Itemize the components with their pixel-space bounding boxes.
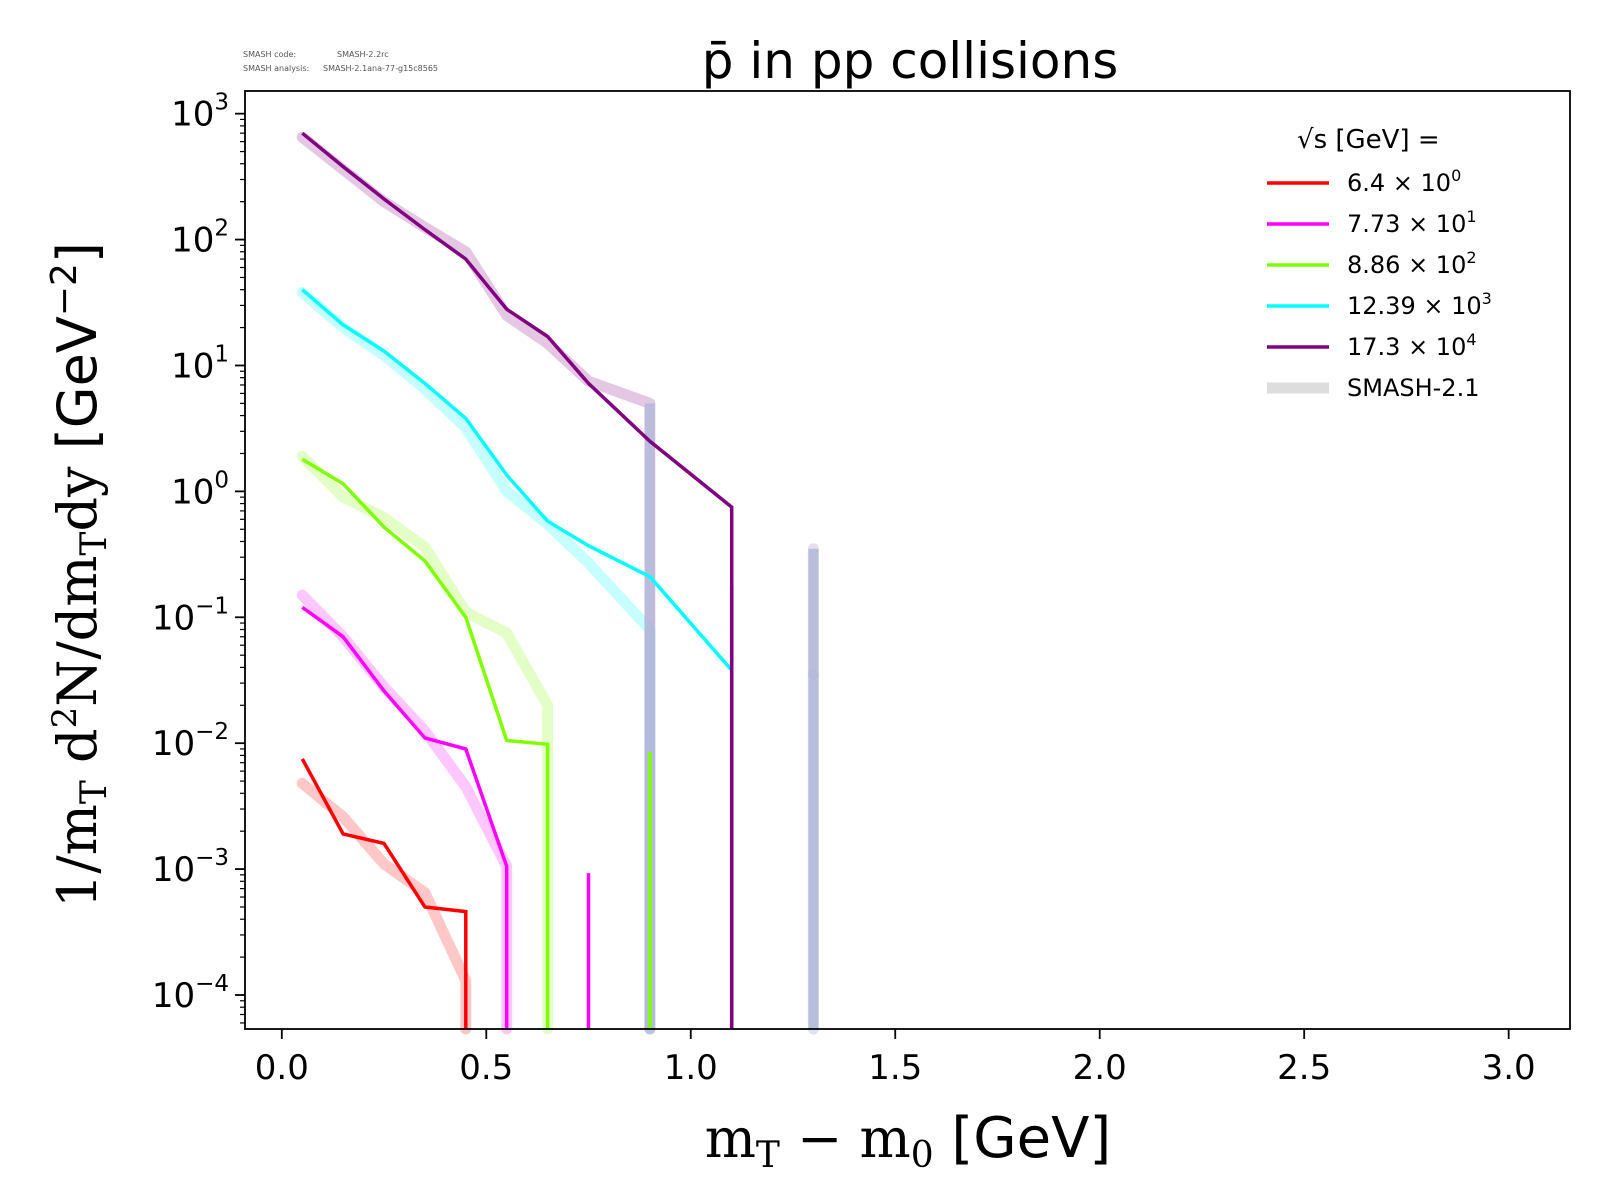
legend-label-3: 12.39 × 103	[1347, 289, 1492, 320]
x-axis-label: mT − m0 [GeV]	[705, 1106, 1112, 1176]
series-line-7-73-10	[301, 605, 509, 1029]
plot-area	[296, 131, 819, 1035]
x-tick-label-1: 0.5	[459, 1048, 513, 1088]
y-tick-label-3: 100	[171, 467, 229, 512]
x-tick-label-2: 1.0	[664, 1048, 718, 1088]
meta-code-label: SMASH code:	[243, 50, 296, 59]
reference-line-0	[296, 777, 472, 1035]
reference-line-2	[296, 450, 554, 1035]
y-tick-label-2: 101	[171, 341, 229, 386]
legend-label-reference: SMASH-2.1	[1347, 374, 1479, 402]
meta-analysis-label: SMASH analysis:	[243, 64, 309, 73]
meta-code-value: SMASH-2.2rc	[337, 50, 389, 59]
series-line-17-3-10	[301, 131, 734, 1029]
y-tick-label-7: 10−4	[152, 971, 229, 1016]
x-axis: 0.0 0.5 1.0 1.5 2.0 2.5 3.0	[255, 1029, 1536, 1088]
y-axis: 103 102 101 100 10−1 10−2 10−3 10−4	[152, 90, 245, 1024]
series-line-8-86-10	[301, 457, 550, 1029]
y-tick-label-4: 10−1	[152, 593, 229, 638]
legend-label-1: 7.73 × 101	[1347, 207, 1477, 238]
x-tick-label-6: 3.0	[1482, 1048, 1536, 1088]
x-tick-label-0: 0.0	[255, 1048, 309, 1088]
x-tick-label-3: 1.5	[868, 1048, 922, 1088]
y-tick-label-0: 103	[171, 90, 229, 135]
reference-line-3	[296, 287, 656, 1035]
x-tick-label-4: 2.0	[1073, 1048, 1127, 1088]
legend-title: √s [GeV] =	[1297, 125, 1440, 155]
chart-title: p̄ in pp collisions	[702, 32, 1119, 90]
y-tick-label-1: 102	[171, 216, 229, 261]
legend-label-2: 8.86 × 102	[1347, 248, 1477, 279]
legend: √s [GeV] = 6.4 × 100 7.73 × 101 8.86 × 102 1…	[1267, 125, 1492, 402]
legend-label-0: 6.4 × 100	[1347, 166, 1461, 197]
plot-frame	[244, 90, 1571, 1030]
meta-analysis-value: SMASH-2.1ana-77-g15c8565	[323, 64, 438, 73]
x-tick-label-5: 2.5	[1277, 1048, 1331, 1088]
y-axis-label: 1/mT d2N/dmTdy [GeV−2]	[44, 242, 115, 908]
legend-label-4: 17.3 × 104	[1347, 330, 1477, 361]
y-tick-label-5: 10−2	[152, 719, 229, 764]
series-line-12-39-10	[301, 288, 734, 672]
y-tick-label-6: 10−3	[152, 845, 229, 890]
series-line-6-4-10	[300, 758, 468, 1029]
